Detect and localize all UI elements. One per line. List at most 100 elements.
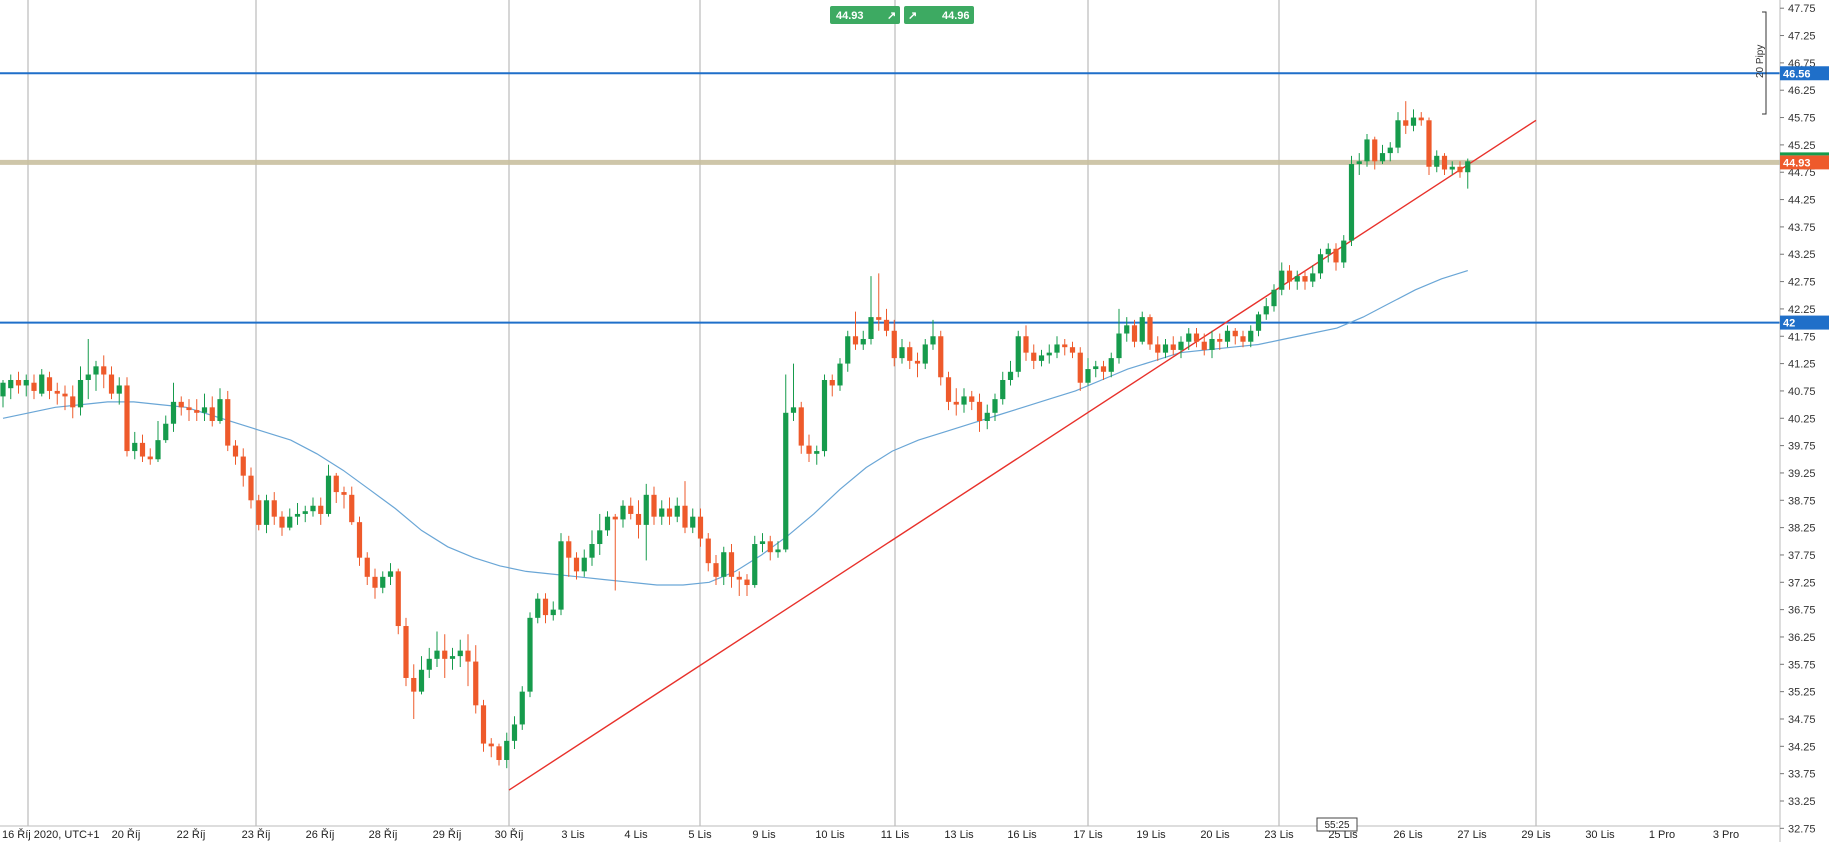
- candle-body-up: [961, 396, 967, 405]
- candle-body-down: [186, 407, 192, 411]
- buy-button-bg[interactable]: [904, 6, 974, 24]
- level-price-tag-bg: [1780, 66, 1829, 81]
- candle-body-up: [868, 317, 874, 339]
- candle-body-down: [124, 385, 130, 452]
- x-tick-label: 23 Lis: [1264, 829, 1294, 841]
- y-tick-label: 35.25: [1788, 687, 1816, 699]
- candle-body-up: [643, 494, 649, 525]
- y-tick-label: 37.75: [1788, 550, 1816, 562]
- sell-button[interactable]: 44.93 ↗: [830, 6, 900, 24]
- candle-body-up: [310, 505, 316, 512]
- y-tick-label: 41.75: [1788, 331, 1816, 343]
- y-tick-label: 40.75: [1788, 386, 1816, 398]
- candle-body-up: [163, 423, 169, 441]
- candle-body-down: [728, 552, 735, 577]
- timer-box: [1316, 817, 1358, 832]
- candle-body-down: [70, 396, 76, 408]
- candle-body-up: [1387, 147, 1393, 154]
- candle-body-down: [1031, 352, 1037, 361]
- buy-price: 44.96: [942, 10, 970, 22]
- candle-body-down: [341, 492, 347, 495]
- sell-button-bg[interactable]: [830, 6, 900, 24]
- level-price-tag-bg: [1780, 315, 1829, 330]
- candle-body-up: [1046, 352, 1052, 356]
- y-tick-label: 45.25: [1788, 140, 1816, 152]
- candle-body-down: [395, 571, 401, 627]
- candle-body-down: [139, 442, 146, 457]
- y-tick-label: 44.75: [1788, 167, 1816, 179]
- candle-body-up: [1279, 270, 1285, 290]
- x-tick-label: 13 Lis: [944, 829, 974, 841]
- x-tick-label: 26 Říj: [306, 828, 335, 841]
- candle-body-down: [62, 393, 68, 397]
- candle-body-up: [1449, 166, 1455, 170]
- y-tick-label: 45.75: [1788, 113, 1816, 125]
- candle-body-up: [77, 379, 84, 408]
- x-tick-label: 9 Lis: [752, 829, 776, 841]
- arrow-up-right-icon: ↗: [908, 10, 917, 22]
- candle-body-down: [256, 500, 262, 525]
- candle-body-up: [426, 658, 432, 670]
- trendline[interactable]: [508, 119, 1537, 791]
- candle-body-down: [1372, 139, 1378, 162]
- moving-average-path: [2, 270, 1468, 586]
- time-axis: 16 Říj 2020, UTC+1 20 Říj 22 Říj 23 Říj 26 Ř…: [0, 825, 1780, 841]
- candle-body-down: [573, 557, 580, 572]
- candle-body-down: [852, 336, 859, 345]
- x-tick-label: 4 Lis: [624, 829, 648, 841]
- candle-body-up: [721, 552, 727, 577]
- candle-body-down: [372, 576, 378, 588]
- y-tick-label: 39.25: [1788, 468, 1816, 480]
- candle-body-up: [302, 511, 308, 514]
- y-tick-label: 39.75: [1788, 441, 1816, 453]
- candle-body-down: [349, 494, 355, 523]
- candle-body-up: [1255, 314, 1262, 331]
- candle-body-down: [1286, 270, 1293, 282]
- x-tick-label: 1 Pro: [1649, 829, 1675, 841]
- y-tick-label: 43.25: [1788, 249, 1816, 261]
- candle-body-up: [287, 516, 293, 528]
- y-tick-label: 36.75: [1788, 605, 1816, 617]
- y-tick-label: 42.75: [1788, 277, 1816, 289]
- candle-body-up: [558, 541, 564, 610]
- candle-body-up: [434, 650, 440, 659]
- candle-body-down: [705, 538, 711, 564]
- candle-body-up: [604, 516, 611, 531]
- candle-body-down: [178, 401, 184, 408]
- candle-body-up: [1085, 369, 1091, 383]
- y-tick-label: 47.75: [1788, 3, 1816, 15]
- candle-body-down: [333, 475, 339, 493]
- candle-body-up: [922, 344, 928, 364]
- candle-body-down: [1426, 120, 1432, 167]
- candle-body-down: [240, 456, 246, 476]
- trendline-path[interactable]: [508, 119, 1537, 791]
- candle-body-down: [566, 541, 572, 558]
- x-tick-label: 23 Říj: [242, 828, 271, 841]
- level-price-tag: 46.56: [1783, 68, 1811, 80]
- y-tick-label: 47.25: [1788, 31, 1816, 43]
- candle-body-up: [1356, 161, 1362, 165]
- candle-body-down: [147, 456, 153, 460]
- candle-body-down: [1302, 276, 1308, 282]
- candle-body-up: [837, 363, 843, 386]
- horizontal-levels[interactable]: [0, 72, 1780, 324]
- sell-price: 44.93: [836, 10, 864, 22]
- candle-body-up: [8, 379, 14, 389]
- candle-body-up: [620, 505, 626, 520]
- candle-body-down: [1240, 336, 1246, 342]
- x-tick-label: 19 Lis: [1136, 829, 1166, 841]
- candle-body-up: [1410, 117, 1417, 126]
- x-tick-label: 11 Lis: [881, 829, 910, 841]
- buy-button[interactable]: ↗ 44.96: [904, 6, 974, 24]
- candle-body-down: [46, 377, 53, 391]
- candle-body-up: [85, 374, 91, 380]
- candle-body-down: [651, 494, 657, 517]
- candle-body-down: [473, 661, 479, 706]
- candle-body-up: [775, 549, 781, 553]
- x-tick-label: 3 Pro: [1713, 829, 1739, 841]
- pips-ruler: 20 Pipy: [1755, 11, 1767, 115]
- candle-body-up: [1379, 153, 1386, 162]
- candle-body-down: [945, 377, 952, 402]
